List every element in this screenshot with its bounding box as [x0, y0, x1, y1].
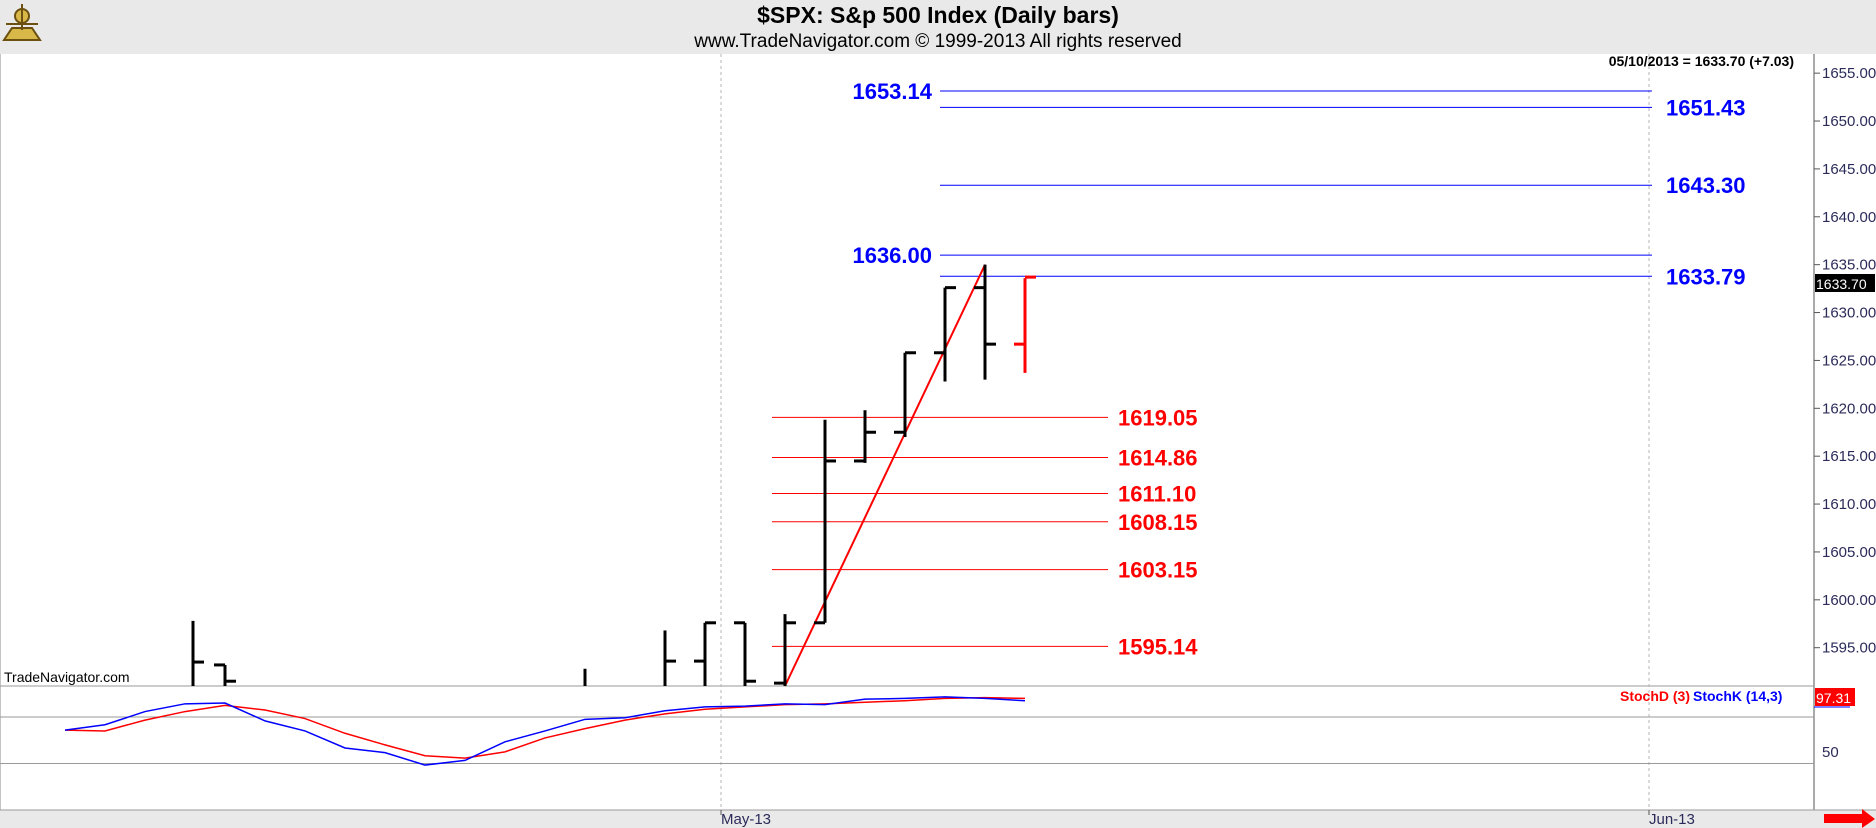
y-tick-label: 1605.00 — [1822, 544, 1876, 561]
y-tick-label: 1615.00 — [1822, 448, 1876, 465]
stochastic-panel — [0, 696, 1814, 766]
y-tick-label: 1625.00 — [1822, 352, 1876, 369]
stoch-tick-50: 50 — [1822, 744, 1839, 761]
support-label: 1611.10 — [1118, 482, 1196, 507]
scroll-right-arrow-icon[interactable] — [1824, 809, 1875, 828]
y-tick-label: 1650.00 — [1822, 113, 1876, 130]
watermark-text: TradeNavigator.com — [4, 669, 130, 685]
x-tick-label: May-13 — [721, 811, 771, 828]
trendline-group — [784, 264, 986, 687]
y-tick-label: 1645.00 — [1822, 161, 1876, 178]
x-axis-band — [0, 810, 1876, 828]
y-tick-label: 1655.00 — [1822, 65, 1876, 82]
price-tag-box — [1815, 274, 1875, 292]
stoch-k-line — [64, 696, 1026, 766]
resistance-label: 1633.79 — [1666, 264, 1746, 289]
trade-navigator-logo-icon — [2, 4, 42, 41]
support-label: 1603.15 — [1118, 558, 1198, 583]
price-bar — [694, 621, 716, 686]
resistance-label: 1643.30 — [1666, 173, 1746, 198]
y-axis-ticks: 1595.00 1600.00 1605.00 1610.00 1615.00 1620.… — [1814, 65, 1876, 657]
y-tick-label: 1640.00 — [1822, 209, 1876, 226]
support-label: 1614.86 — [1118, 446, 1198, 471]
price-bar — [214, 663, 236, 686]
price-bar — [814, 419, 836, 625]
chart-header — [0, 0, 1876, 54]
stoch-d-line — [64, 696, 1026, 759]
support-label: 1619.05 — [1118, 405, 1198, 430]
y-tick-label: 1620.00 — [1822, 400, 1876, 417]
price-bar — [663, 630, 676, 686]
last-price-bar — [1014, 275, 1036, 373]
month-gridlines — [720, 54, 1650, 810]
resistance-label: 1636.00 — [852, 243, 932, 268]
y-tick-label: 1635.00 — [1822, 257, 1876, 274]
price-bar — [854, 410, 876, 463]
chart-subtitle: www.TradeNavigator.com © 1999-2013 All r… — [694, 31, 1182, 52]
y-tick-label: 1600.00 — [1822, 592, 1876, 609]
price-bar — [974, 264, 996, 380]
support-label: 1608.15 — [1118, 510, 1198, 535]
y-tick-label: 1610.00 — [1822, 496, 1876, 513]
price-bar — [894, 351, 916, 438]
resistance-label: 1653.14 — [852, 79, 932, 104]
support-label: 1595.14 — [1118, 634, 1198, 659]
price-bar — [734, 621, 756, 686]
y-tick-label: 1630.00 — [1822, 305, 1876, 322]
price-levels: 1653.14 1651.43 1643.30 1636.00 1633.79 1619.… — [772, 79, 1746, 659]
price-bar — [191, 620, 204, 686]
y-tick-label: 1595.00 — [1822, 640, 1876, 657]
stoch-d-label: StochD (3) — [1620, 688, 1690, 704]
x-axis-labels: May-13 Jun-13 — [720, 810, 1695, 828]
x-tick-label: Jun-13 — [1649, 811, 1695, 828]
stoch-tag-text: 97.31 — [1816, 690, 1851, 706]
price-bar — [934, 286, 956, 382]
stoch-k-label: StochK (14,3) — [1693, 688, 1782, 704]
ohlc-bars — [191, 264, 1036, 686]
chart-title: $SPX: S&p 500 Index (Daily bars) — [757, 2, 1119, 28]
resistance-label: 1651.43 — [1666, 95, 1746, 120]
last-quote-text: 05/10/2013 = 1633.70 (+7.03) — [1609, 53, 1794, 69]
trendline — [784, 264, 986, 687]
stoch-tag-box — [1815, 688, 1855, 706]
price-tag-text: 1633.70 — [1816, 276, 1867, 292]
price-bar — [774, 614, 796, 686]
